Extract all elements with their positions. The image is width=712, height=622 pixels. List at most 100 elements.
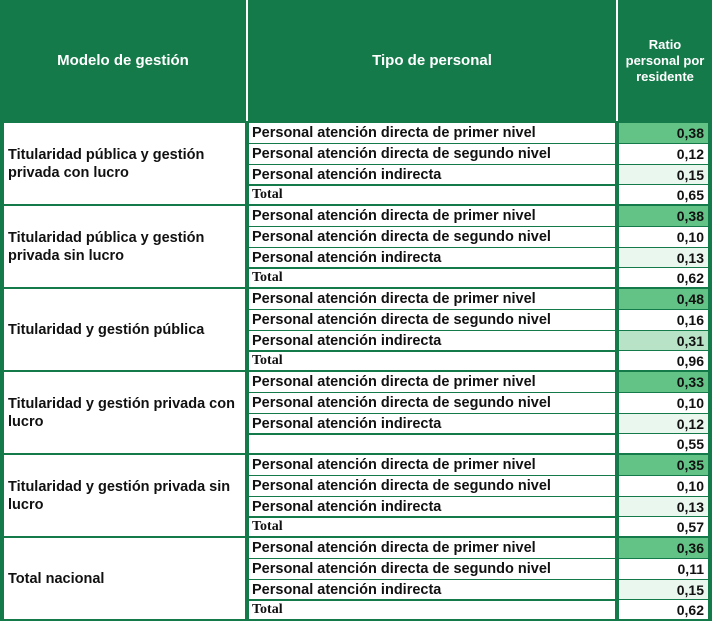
group-border-left	[0, 536, 4, 619]
total-ratio-value: 0,55	[619, 434, 708, 454]
group-border-mid	[245, 453, 249, 536]
total-ratio-value: 0,62	[619, 268, 708, 288]
staff-type-label: Personal atención directa de segundo niv…	[252, 477, 551, 494]
total-ratio-value: 0,65	[619, 185, 708, 205]
row-divider	[249, 142, 708, 144]
group-border-mid	[245, 370, 249, 453]
staff-type-label: Personal atención indirecta	[252, 249, 442, 266]
group-border-top	[0, 536, 712, 538]
group-border-mid	[245, 204, 249, 287]
group-border-right	[708, 536, 712, 619]
ratio-value: 0,10	[619, 392, 708, 413]
group-border-top	[0, 370, 712, 372]
group-border-right	[708, 370, 712, 453]
row-divider	[249, 350, 708, 353]
staff-type-label: Personal atención directa de primer nive…	[252, 125, 536, 141]
row-divider	[249, 184, 708, 187]
staff-type-label: Personal atención directa de segundo niv…	[252, 145, 551, 162]
row-divider	[249, 474, 708, 476]
ratio-value: 0,33	[619, 372, 708, 392]
group-border-top	[0, 204, 712, 206]
group-border-right	[708, 453, 712, 536]
group-border-val	[615, 287, 619, 370]
ratio-value: 0,13	[619, 247, 708, 268]
group-border-left	[0, 453, 4, 536]
group-border-mid	[245, 536, 249, 619]
total-label: Total	[252, 519, 283, 535]
ratio-value: 0,10	[619, 475, 708, 496]
ratio-value: 0,16	[619, 309, 708, 330]
staff-type-label: Personal atención indirecta	[252, 581, 442, 598]
ratio-value: 0,12	[619, 143, 708, 164]
staff-type-label: Personal atención directa de segundo niv…	[252, 228, 551, 245]
group-border-left	[0, 204, 4, 287]
group-border-left	[0, 121, 4, 204]
row-divider	[249, 391, 708, 393]
row-divider	[249, 578, 708, 580]
total-label: Total	[252, 270, 283, 286]
staff-type-label: Personal atención directa de primer nive…	[252, 457, 536, 473]
header-model: Modelo de gestión	[0, 0, 246, 121]
row-divider	[249, 412, 708, 414]
group-border-right	[708, 121, 712, 204]
group-border-top	[0, 453, 712, 455]
ratio-value: 0,48	[619, 289, 708, 309]
staff-type-label: Personal atención directa de primer nive…	[252, 291, 536, 307]
staff-type-label: Personal atención directa de primer nive…	[252, 208, 536, 224]
total-ratio-value: 0,57	[619, 517, 708, 537]
group-border-val	[615, 204, 619, 287]
staff-type-label: Personal atención indirecta	[252, 415, 442, 432]
model-label: Titularidad pública y gestión privada co…	[8, 146, 205, 181]
row-divider	[249, 246, 708, 248]
ratio-value: 0,10	[619, 226, 708, 247]
staff-type-label: Personal atención directa de segundo niv…	[252, 560, 551, 577]
ratio-value: 0,35	[619, 455, 708, 475]
model-label: Total nacional	[8, 570, 105, 587]
row-divider	[249, 267, 708, 270]
group-border-left	[0, 287, 4, 370]
row-divider	[249, 163, 708, 165]
group-border-top	[0, 121, 712, 123]
row-divider	[249, 495, 708, 497]
ratio-value: 0,31	[619, 330, 708, 351]
row-divider	[249, 308, 708, 310]
total-label: Total	[252, 353, 283, 369]
staff-type-label: Personal atención directa de primer nive…	[252, 540, 536, 556]
group-border-right	[708, 204, 712, 287]
model-label: Titularidad y gestión privada con lucro	[8, 395, 235, 430]
model-label: Titularidad y gestión pública	[8, 321, 205, 338]
staff-type-label: Personal atención indirecta	[252, 498, 442, 515]
row-divider	[249, 329, 708, 331]
ratio-value: 0,15	[619, 579, 708, 600]
ratio-value: 0,38	[619, 206, 708, 226]
ratio-value: 0,13	[619, 496, 708, 517]
group-border-mid	[245, 287, 249, 370]
total-ratio-value: 0,96	[619, 351, 708, 371]
row-divider	[249, 599, 708, 602]
row-divider	[249, 225, 708, 227]
row-divider	[249, 433, 708, 436]
group-border-right	[708, 287, 712, 370]
header-type: Tipo de personal	[248, 0, 616, 121]
table-border-bottom	[0, 619, 712, 621]
ratio-value: 0,11	[619, 558, 708, 579]
group-border-val	[615, 453, 619, 536]
group-border-left	[0, 370, 4, 453]
ratio-value: 0,12	[619, 413, 708, 434]
staff-type-label: Personal atención indirecta	[252, 166, 442, 183]
group-border-val	[615, 121, 619, 204]
group-border-val	[615, 370, 619, 453]
total-label: Total	[252, 602, 283, 618]
model-label: Titularidad pública y gestión privada si…	[8, 229, 205, 264]
staff-type-label: Personal atención directa de primer nive…	[252, 374, 536, 390]
group-border-val	[615, 536, 619, 619]
group-border-mid	[245, 121, 249, 204]
staff-type-label: Personal atención indirecta	[252, 332, 442, 349]
header-ratio: Ratio personal por residente	[618, 0, 712, 121]
staff-type-label: Personal atención directa de segundo niv…	[252, 394, 551, 411]
total-ratio-value: 0,62	[619, 600, 708, 620]
row-divider	[249, 516, 708, 519]
group-border-top	[0, 287, 712, 289]
total-label	[249, 434, 615, 454]
